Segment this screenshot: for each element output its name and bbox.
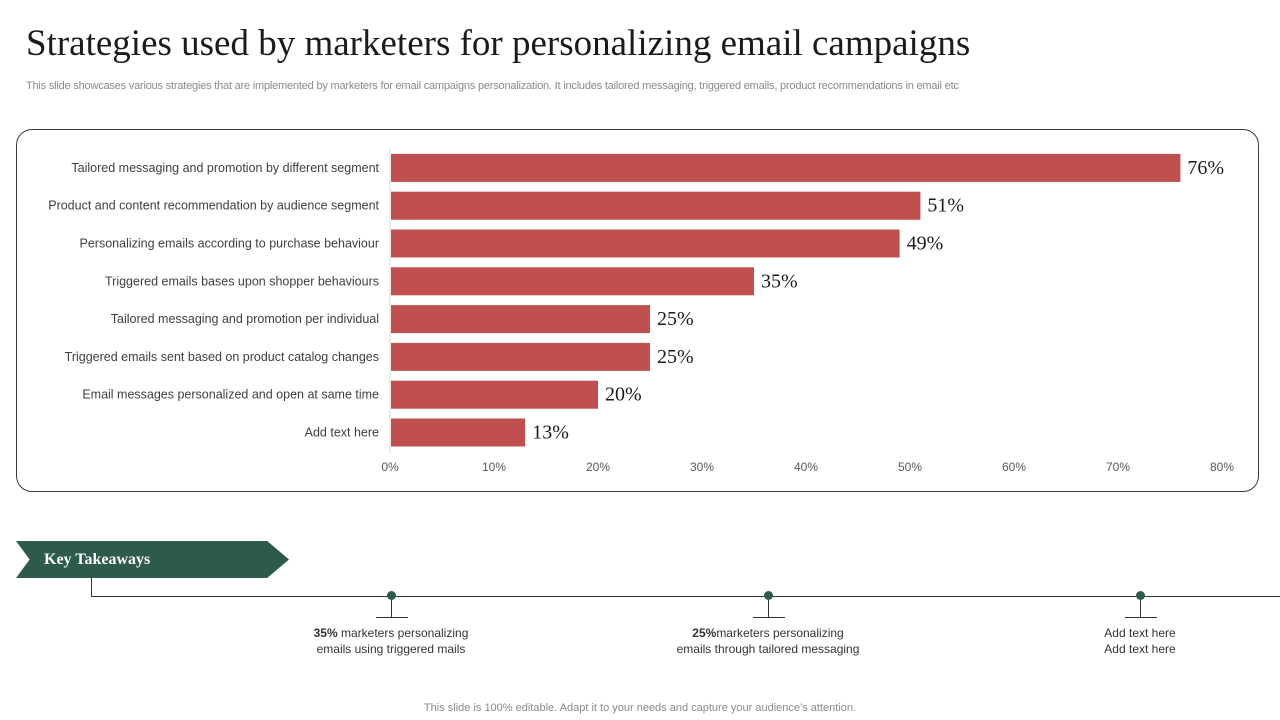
- slide-footer: This slide is 100% editable. Adapt it to…: [423, 702, 857, 714]
- takeaway-3-text: Add text here: [1104, 626, 1176, 640]
- x-tick-label: 10%: [482, 460, 506, 474]
- bar: [391, 342, 650, 371]
- timeline-connector: [91, 578, 92, 597]
- timeline-marker-2: [753, 591, 785, 619]
- data-label: 51%: [927, 195, 964, 217]
- bar: [391, 305, 650, 334]
- chart-frame: [16, 129, 1259, 492]
- timeline-dot: [1136, 591, 1145, 600]
- category-label: Product and content recommendation by au…: [48, 199, 379, 213]
- timeline-marker-1: [376, 591, 408, 619]
- bar: [391, 418, 526, 447]
- takeaway-1-text: marketers personalizing: [337, 626, 469, 640]
- timeline-dot: [764, 591, 773, 600]
- bar: [391, 153, 1181, 182]
- data-label: 49%: [907, 233, 944, 255]
- x-tick-label: 30%: [690, 460, 714, 474]
- key-takeaways-banner: Key Takeaways: [16, 541, 289, 578]
- category-label: Add text here: [305, 426, 379, 440]
- slide-title: Strategies used by marketers for persona…: [26, 23, 971, 64]
- x-tick-label: 0%: [381, 460, 399, 474]
- x-tick-label: 80%: [1210, 460, 1234, 474]
- timeline-marker-3: [1125, 591, 1157, 619]
- data-label: 76%: [1187, 157, 1224, 179]
- takeaway-2-line2: emails through tailored messaging: [676, 642, 860, 656]
- takeaway-2-text: marketers personalizing: [716, 626, 844, 640]
- timeline-line: [92, 596, 1280, 597]
- x-tick-label: 40%: [794, 460, 818, 474]
- x-tick-label: 20%: [586, 460, 610, 474]
- data-label: 35%: [761, 270, 798, 292]
- bar: [391, 380, 598, 409]
- timeline-dot: [387, 591, 396, 600]
- category-label: Triggered emails sent based on product c…: [65, 350, 379, 364]
- data-label: 25%: [657, 308, 694, 330]
- bar: [391, 191, 921, 220]
- takeaway-3-line2: Add text here: [1104, 642, 1176, 656]
- takeaway-1-stat: 35%: [313, 626, 338, 640]
- category-label: Tailored messaging and promotion by diff…: [71, 161, 379, 175]
- category-label: Email messages personalized and open at …: [82, 388, 379, 402]
- takeaway-2-stat: 25%: [692, 626, 717, 640]
- data-label: 13%: [532, 422, 569, 444]
- data-label: 20%: [605, 384, 642, 406]
- x-tick-label: 70%: [1106, 460, 1130, 474]
- bar: [391, 229, 900, 258]
- category-label: Triggered emails bases upon shopper beha…: [105, 274, 379, 288]
- category-label: Tailored messaging and promotion per ind…: [111, 312, 379, 326]
- takeaway-1: 35% marketers personalizing emails using…: [271, 625, 511, 657]
- takeaway-1-line2: emails using triggered mails: [316, 642, 466, 656]
- x-tick-label: 60%: [1002, 460, 1026, 474]
- bar-chart: Tailored messaging and promotion by diff…: [48, 149, 1234, 474]
- x-tick-label: 50%: [898, 460, 922, 474]
- category-label: Personalizing emails according to purcha…: [80, 237, 379, 251]
- slide-subtitle: This slide showcases various strategies …: [26, 80, 959, 92]
- bar: [391, 267, 754, 296]
- data-label: 25%: [657, 346, 694, 368]
- takeaway-2: 25%marketers personalizing emails throug…: [648, 625, 888, 657]
- takeaway-3: Add text here Add text here: [1020, 625, 1260, 657]
